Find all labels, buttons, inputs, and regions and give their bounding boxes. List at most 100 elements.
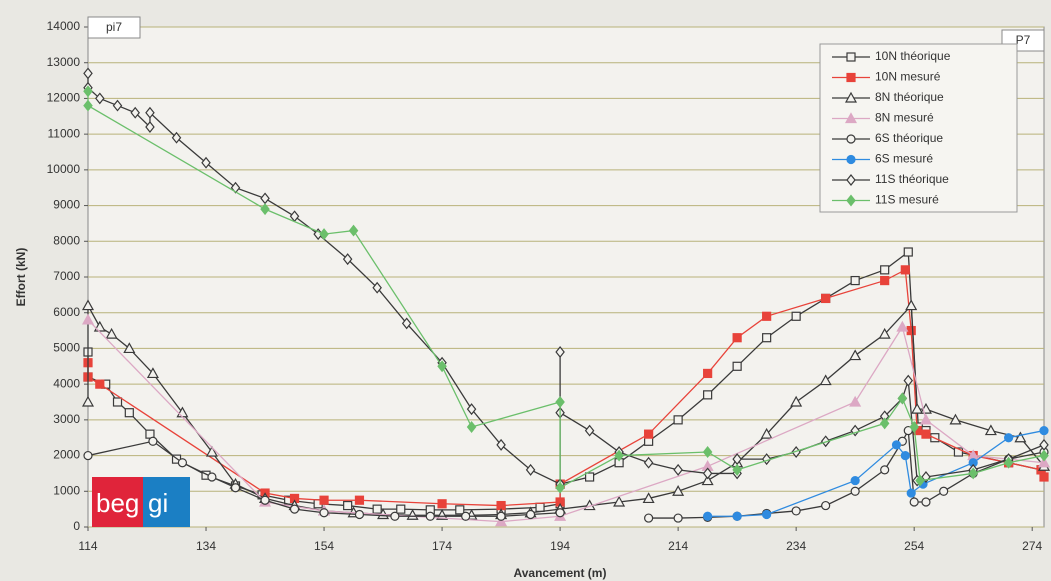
marker <box>645 514 653 522</box>
marker <box>922 498 930 506</box>
marker <box>320 509 328 517</box>
legend-label: 10N mesuré <box>875 70 941 84</box>
legend-label: 8N théorique <box>875 90 944 104</box>
y-axis-title: Effort (kN) <box>14 248 28 307</box>
marker <box>904 248 912 256</box>
marker <box>881 266 889 274</box>
marker <box>733 334 741 342</box>
x-tick-label: 134 <box>196 539 216 553</box>
marker <box>940 487 948 495</box>
marker <box>426 512 434 520</box>
x-tick-label: 174 <box>432 539 452 553</box>
marker <box>847 53 855 61</box>
marker <box>438 500 446 508</box>
chart: beg gi pi7 P7 Effort (kN) Avancement (m)… <box>0 0 1051 581</box>
marker <box>645 430 653 438</box>
marker <box>851 487 859 495</box>
marker <box>84 452 92 460</box>
marker <box>462 512 470 520</box>
marker <box>232 484 240 492</box>
marker <box>763 334 771 342</box>
x-tick-label: 194 <box>550 539 570 553</box>
y-tick-label: 5000 <box>53 341 80 355</box>
marker <box>851 277 859 285</box>
marker <box>881 277 889 285</box>
marker <box>822 294 830 302</box>
marker <box>674 514 682 522</box>
legend-label: 11S théorique <box>875 172 949 186</box>
marker <box>208 473 216 481</box>
y-tick-label: 14000 <box>47 19 81 33</box>
marker <box>96 380 104 388</box>
logo-text: beg <box>96 488 139 518</box>
marker <box>792 507 800 515</box>
marker <box>320 496 328 504</box>
logo-text: gi <box>148 488 168 518</box>
legend-label: 8N mesuré <box>875 111 934 125</box>
marker <box>456 506 464 514</box>
y-tick-label: 6000 <box>53 305 80 319</box>
marker <box>373 505 381 513</box>
legend-label: 11S mesuré <box>875 193 939 207</box>
marker <box>291 505 299 513</box>
marker <box>733 362 741 370</box>
y-tick-label: 11000 <box>48 126 81 140</box>
marker <box>674 416 682 424</box>
marker <box>149 437 157 445</box>
marker <box>910 498 918 506</box>
x-axis-title: Avancement (m) <box>514 566 607 580</box>
marker <box>907 489 915 497</box>
marker <box>397 505 405 513</box>
marker <box>763 511 771 519</box>
marker <box>907 327 915 335</box>
x-tick-label: 114 <box>78 539 97 553</box>
marker <box>704 369 712 377</box>
marker <box>355 511 363 519</box>
legend-label: 6S mesuré <box>875 152 933 166</box>
marker <box>586 473 594 481</box>
annotation: P7 <box>1016 33 1031 47</box>
page: beg gi pi7 P7 Effort (kN) Avancement (m)… <box>0 0 1051 581</box>
marker <box>847 156 855 164</box>
y-tick-label: 7000 <box>53 269 80 283</box>
x-tick-label: 254 <box>904 539 924 553</box>
y-tick-label: 1000 <box>53 483 80 497</box>
y-tick-label: 0 <box>73 519 80 533</box>
y-tick-label: 12000 <box>47 91 81 105</box>
y-tick-label: 4000 <box>53 376 80 390</box>
legend-label: 6S théorique <box>875 131 943 145</box>
marker <box>847 74 855 82</box>
y-tick-label: 10000 <box>47 162 81 176</box>
marker <box>822 502 830 510</box>
y-tick-label: 2000 <box>53 448 80 462</box>
legend-label: 10N théorique <box>875 49 951 63</box>
y-tick-label: 3000 <box>53 412 80 426</box>
marker <box>344 502 352 510</box>
annotation: pi7 <box>106 20 122 34</box>
marker <box>527 511 535 519</box>
marker <box>792 312 800 320</box>
marker <box>261 496 269 504</box>
x-tick-label: 274 <box>1022 539 1042 553</box>
marker <box>497 512 505 520</box>
marker <box>763 312 771 320</box>
marker <box>178 459 186 467</box>
marker <box>881 466 889 474</box>
marker <box>114 398 122 406</box>
y-tick-label: 13000 <box>47 55 81 69</box>
marker <box>892 441 900 449</box>
marker <box>901 452 909 460</box>
marker <box>391 512 399 520</box>
marker <box>847 135 855 143</box>
y-tick-label: 8000 <box>53 233 80 247</box>
x-tick-label: 234 <box>786 539 806 553</box>
marker <box>704 512 712 520</box>
marker <box>704 391 712 399</box>
marker <box>851 477 859 485</box>
marker <box>922 430 930 438</box>
marker <box>556 509 564 517</box>
x-tick-label: 154 <box>314 539 334 553</box>
x-tick-label: 214 <box>668 539 688 553</box>
marker <box>355 496 363 504</box>
y-tick-label: 9000 <box>53 198 80 212</box>
